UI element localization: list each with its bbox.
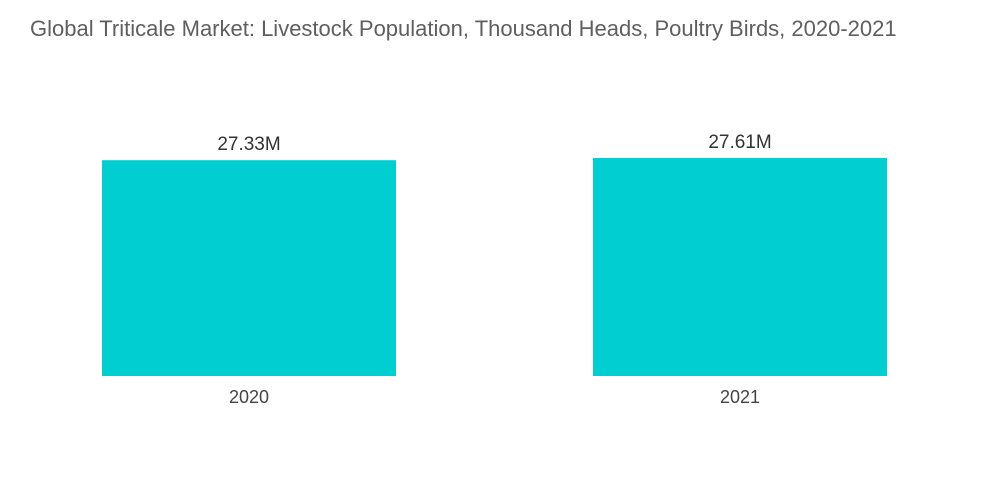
data-labels-layer: 27.33M 27.61M [217,132,771,155]
x-tick-label-2020: 2020 [229,387,269,407]
x-tick-label-2021: 2021 [720,387,760,407]
data-label-2021: 27.61M [708,132,771,153]
bars-layer [102,158,887,376]
bar-2021 [593,158,887,376]
chart-title: Global Triticale Market: Livestock Popul… [30,16,897,41]
x-axis-ticks-layer: 2020 2021 [229,387,760,407]
data-label-2020: 27.33M [217,134,280,155]
bar-2020 [102,160,396,376]
